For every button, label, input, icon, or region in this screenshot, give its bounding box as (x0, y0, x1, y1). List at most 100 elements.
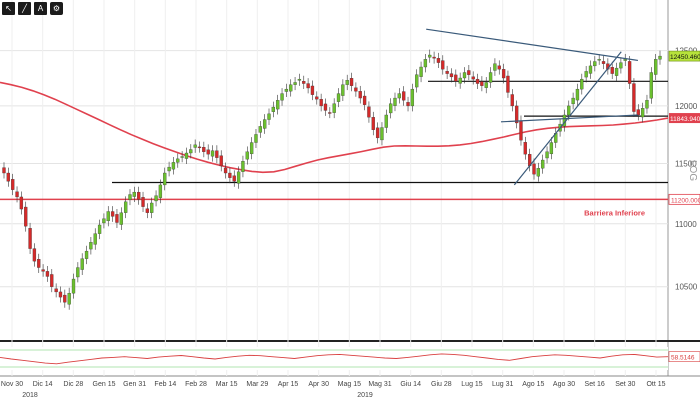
rsi-value-label: 58.5146 (671, 355, 695, 362)
candle-body (640, 108, 645, 118)
candle-body (658, 55, 662, 60)
candle-body (63, 294, 67, 303)
candle-body (97, 224, 102, 234)
x-tick-label: Nov 30 (1, 381, 23, 388)
candle-body (93, 233, 97, 245)
candle-body (154, 195, 158, 202)
x-tick-label: Set 30 (615, 381, 635, 388)
candle-body (523, 142, 527, 155)
candle-body (393, 97, 397, 106)
candle-body (497, 65, 501, 70)
x-tick-label: Set 16 (585, 381, 605, 388)
candle-body (206, 149, 210, 155)
y-tick-label: 11000 (675, 220, 697, 229)
candle-body (228, 172, 232, 178)
candle-body (462, 72, 467, 79)
candle-body (11, 179, 15, 190)
candle-body (367, 106, 371, 118)
x-tick-label: Feb 14 (154, 381, 176, 388)
x-tick-label: Feb 28 (185, 381, 207, 388)
candle-body (71, 278, 76, 294)
candle-body (223, 167, 228, 174)
x-tick-label: Gen 15 (93, 381, 116, 388)
candle-body (597, 59, 601, 61)
candle-body (280, 93, 284, 101)
candle-body (514, 105, 519, 124)
candle-body (636, 109, 640, 116)
candle-body (110, 211, 115, 217)
candle-body (32, 248, 37, 262)
candle-body (345, 80, 349, 85)
candle-body (45, 271, 50, 277)
trendline (500, 114, 638, 123)
candle-body (541, 159, 545, 169)
candle-body (219, 155, 223, 167)
x-tick-label: Dic 28 (63, 381, 83, 388)
candle-body (6, 172, 10, 182)
candle-body (58, 291, 63, 298)
candle-body (601, 61, 606, 64)
candle-body (349, 78, 354, 86)
candle-body (406, 102, 410, 107)
rsi-value-tag (668, 351, 700, 362)
x-tick-label: Ago 15 (522, 381, 544, 388)
candle-body (627, 61, 632, 84)
candle-body (323, 103, 328, 111)
candle-body (306, 83, 310, 89)
candle-body (150, 202, 154, 213)
candle-body (397, 93, 401, 99)
candle-body (336, 93, 341, 102)
candle-body (475, 78, 480, 84)
x-tick-label: Gen 31 (123, 381, 146, 388)
candle-body (54, 288, 58, 293)
candle-body (402, 91, 406, 101)
y-tick-label: 12000 (675, 102, 698, 111)
candle-body (145, 208, 150, 213)
candle-body (180, 156, 184, 158)
candle-body (276, 100, 280, 110)
candle-body (158, 184, 163, 198)
candle-body (258, 126, 262, 133)
candle-body (362, 95, 367, 105)
candle-body (571, 97, 575, 105)
candle-body (137, 191, 141, 200)
candle-body (297, 78, 302, 81)
moving-average-line (0, 81, 669, 174)
candle-body (441, 60, 445, 70)
candle-body (167, 166, 171, 172)
draw-line-tool-button[interactable]: ╱ (18, 2, 31, 15)
candle-body (632, 83, 636, 112)
candle-body (354, 87, 358, 92)
candle-body (184, 152, 189, 159)
cursor-tool-button[interactable]: ↖ (2, 2, 15, 15)
candle-body (232, 175, 236, 182)
candle-body (102, 218, 106, 224)
candle-body (623, 59, 627, 61)
level-axis-tag (668, 193, 700, 205)
candle-body (289, 84, 293, 92)
candle-body (197, 146, 202, 149)
candle-body (419, 66, 423, 77)
candle-body (380, 127, 384, 141)
x-tick-label: Mar 29 (246, 381, 268, 388)
x-tick-label: Ott 15 (646, 381, 665, 388)
candle-body (358, 91, 362, 99)
candle-body (493, 63, 497, 71)
candle-body (115, 214, 119, 223)
candle-body (454, 74, 458, 82)
candle-body (132, 191, 136, 197)
level-axis-label: 11200.0000 (671, 197, 700, 204)
candle-body (106, 211, 110, 222)
settings-button[interactable]: ⚙ (50, 2, 63, 15)
candle-body (375, 127, 380, 139)
candle-body (580, 78, 584, 90)
candle-body (371, 117, 375, 130)
candle-body (310, 85, 315, 95)
candle-body (484, 82, 488, 88)
candle-body (614, 67, 619, 76)
candle-body (215, 150, 219, 158)
text-tool-button[interactable]: A (34, 2, 47, 15)
candle-body (428, 54, 432, 58)
